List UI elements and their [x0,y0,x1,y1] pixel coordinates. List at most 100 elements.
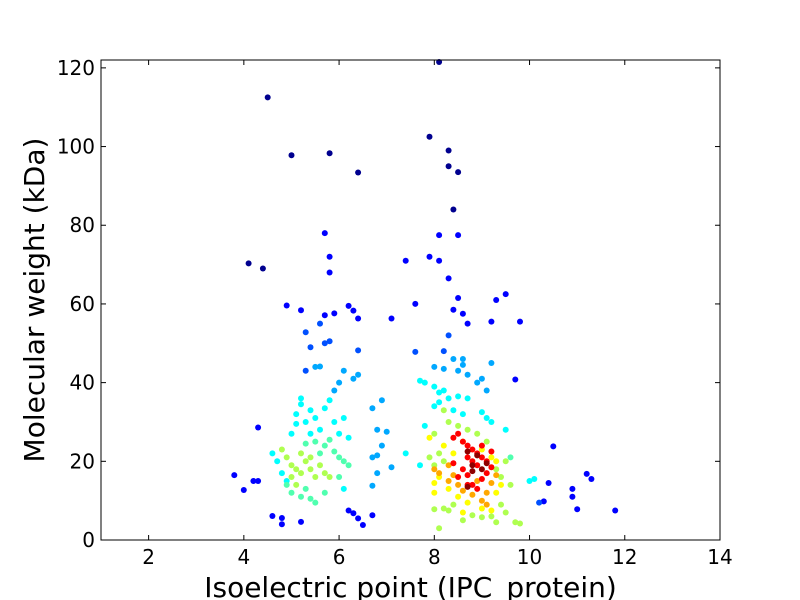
data-point [440,458,447,465]
data-point [259,265,266,272]
y-tick-label: 80 [70,213,95,237]
data-point [302,440,309,447]
data-point [455,430,462,437]
data-point [488,464,495,471]
data-point [255,478,262,484]
data-point [464,395,471,402]
x-tick-label: 12 [612,545,637,569]
data-point [493,297,500,303]
data-point [450,460,457,467]
data-point [326,150,333,157]
data-point [350,307,357,314]
data-point [569,485,576,492]
data-point [531,476,538,482]
data-point [436,470,443,477]
data-point [502,426,509,433]
data-point [445,147,452,154]
data-point [321,470,328,477]
data-point [588,476,595,482]
data-point [278,515,285,521]
data-point [293,466,300,473]
x-tick-label: 2 [142,545,155,569]
data-point [478,466,485,473]
data-point [483,501,490,508]
data-point [455,295,462,301]
data-point [283,481,290,488]
data-point [512,519,519,526]
data-point [493,519,500,526]
data-point [459,356,466,362]
x-tick-label: 4 [237,545,250,569]
data-point [369,405,376,412]
data-point [431,466,438,473]
data-point [512,376,519,383]
data-point [307,407,314,414]
data-point [355,515,362,522]
data-point [436,389,443,396]
data-point [255,424,262,431]
data-point [369,482,376,489]
data-point [298,470,304,477]
data-point [488,360,495,366]
data-point [450,472,457,479]
data-point [426,434,433,441]
data-point [445,395,452,402]
data-point [469,491,476,498]
data-point [378,397,385,404]
data-point [345,462,352,469]
data-point [426,133,433,140]
data-point [545,480,552,486]
data-point [426,253,433,260]
data-point [469,462,476,469]
data-point [383,428,390,435]
data-point [445,485,452,492]
data-point [498,474,504,480]
data-point [445,478,452,484]
data-point [450,501,457,508]
data-point [312,363,319,370]
data-point [436,257,443,264]
data-point [264,94,271,101]
data-point [288,474,295,480]
data-point [445,332,452,339]
data-point [469,468,476,475]
data-point [274,458,281,465]
data-point [478,454,485,461]
data-point [412,300,419,307]
data-point [474,485,481,492]
data-point [517,520,523,527]
data-point [459,509,466,516]
y-tick-label: 0 [82,528,95,552]
data-point [445,419,452,425]
data-point [412,348,419,355]
data-point [450,206,457,213]
data-point [488,454,495,461]
data-point [455,367,462,374]
data-point [459,438,466,445]
data-point [502,509,509,516]
data-point [536,499,543,506]
data-point [402,450,409,457]
data-point [326,397,333,404]
data-point [483,460,490,467]
data-point [331,419,338,425]
data-point [464,472,471,479]
data-point [464,371,471,378]
data-point [488,480,495,486]
data-point [455,481,462,488]
data-point [355,315,362,322]
data-point [326,474,333,480]
data-point [374,426,381,433]
data-point [493,489,500,496]
x-tick-label: 10 [517,545,542,569]
data-point [355,347,362,354]
data-point [464,499,471,506]
data-point [350,510,357,517]
data-point [345,302,352,309]
data-point [498,481,504,488]
data-point [283,302,290,309]
data-points [231,59,619,532]
data-point [464,320,471,327]
data-point [474,452,481,459]
